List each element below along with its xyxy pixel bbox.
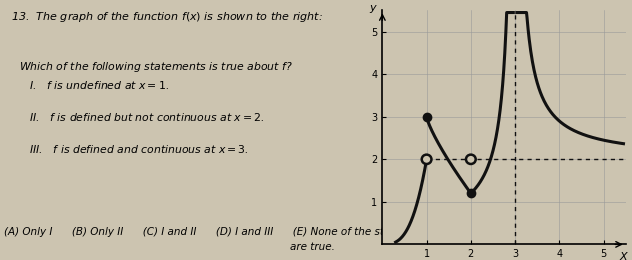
Text: X: X: [619, 252, 628, 260]
Text: 13.  The graph of the function $f(x)$ is shown to the right:: 13. The graph of the function $f(x)$ is …: [11, 10, 324, 24]
Circle shape: [466, 155, 476, 164]
Text: y: y: [369, 3, 376, 12]
Circle shape: [422, 155, 432, 164]
Text: are true.: are true.: [4, 242, 334, 252]
Text: (A) Only I      (B) Only II      (C) I and II      (D) I and III      (E) None o: (A) Only I (B) Only II (C) I and II (D) …: [4, 227, 434, 237]
Text: Which of the following statements is true about $f$?
   I.   $f$ is undefined at: Which of the following statements is tru…: [19, 60, 293, 155]
